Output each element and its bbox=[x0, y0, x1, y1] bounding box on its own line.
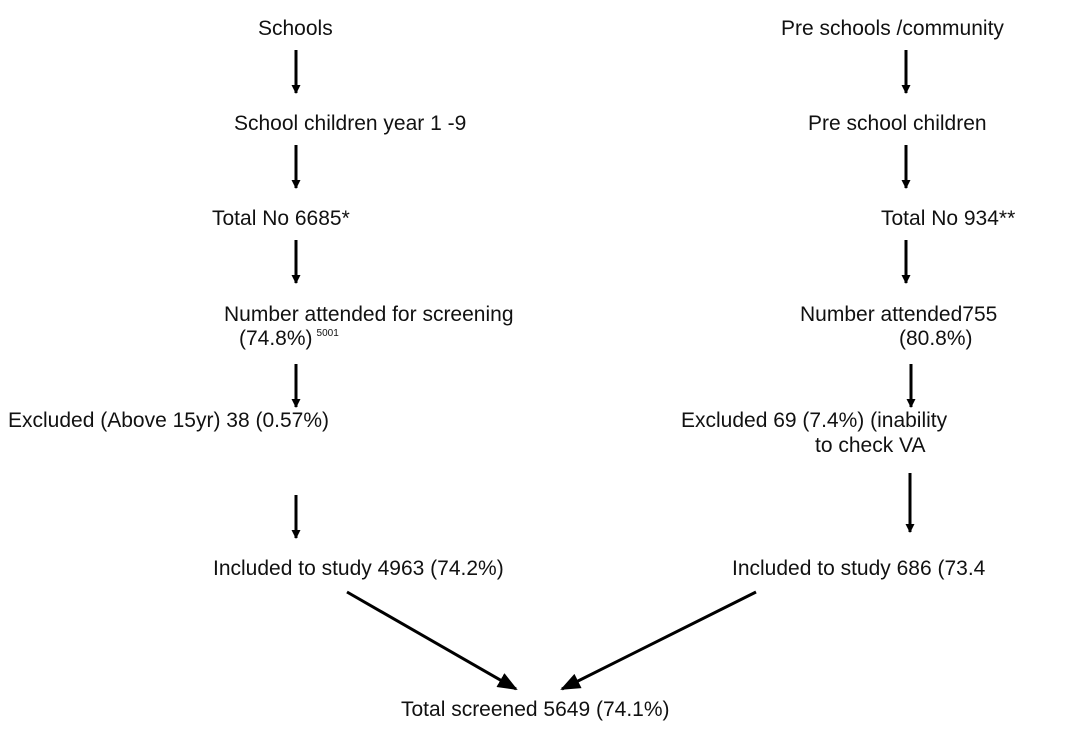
right-node-attended-line2: (80.8%) bbox=[899, 327, 973, 350]
arrow-right-to-total bbox=[560, 590, 757, 691]
right-node-excluded-line2: to check VA bbox=[815, 434, 926, 457]
left-node-excluded: Excluded (Above 15yr) 38 (0.57%) bbox=[8, 409, 329, 432]
arrow-left-to-total bbox=[346, 590, 518, 691]
left-node-attended-count: 5001 bbox=[316, 328, 339, 339]
left-node-schools: Schools bbox=[258, 17, 333, 40]
left-node-attended-line1: Number attended for screening bbox=[224, 303, 514, 326]
right-node-attended-line1: Number attended755 bbox=[800, 303, 998, 326]
right-node-total: Total No 934** bbox=[881, 207, 1016, 230]
left-node-attended-line2: (74.8%) 5001 bbox=[239, 326, 339, 355]
right-node-excluded-line1: Excluded 69 (7.4%) (inability bbox=[681, 409, 948, 432]
right-node-included: Included to study 686 (73.4 bbox=[732, 557, 986, 580]
left-node-attended-percent: (74.8%) bbox=[239, 327, 313, 350]
left-node-school-children: School children year 1 -9 bbox=[234, 112, 467, 135]
left-node-included: Included to study 4963 (74.2%) bbox=[213, 557, 504, 580]
left-node-total: Total No 6685* bbox=[212, 207, 350, 230]
right-node-preschool-children: Pre school children bbox=[808, 112, 987, 135]
bottom-node-total-screened: Total screened 5649 (74.1%) bbox=[401, 698, 670, 721]
right-node-preschools: Pre schools /community bbox=[781, 17, 1004, 40]
